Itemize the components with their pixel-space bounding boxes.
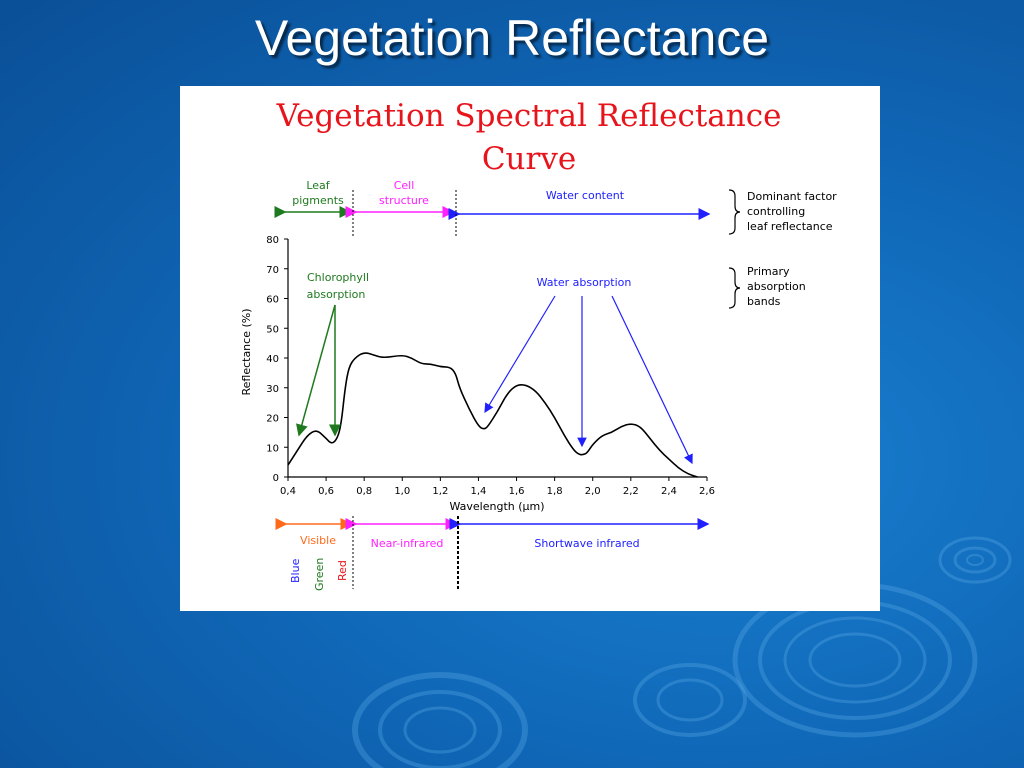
figure-title-line2: Curve [482,141,576,177]
x-axis-label: Wavelength (µm) [449,500,544,513]
note-absorption-3: bands [747,295,781,308]
note-dominant-2: controlling [747,205,805,218]
label-leaf-pigments-1: Leaf [306,179,330,192]
arrow-water-1 [484,295,556,414]
label-chlorophyll-2: absorption [307,288,366,301]
figure-title-line1: Vegetation Spectral Reflectance [276,98,782,134]
x-tick-label: 2,6 [699,486,715,497]
y-tick-label: 70 [266,265,279,276]
x-tick-label: 1,4 [471,486,487,497]
label-leaf-pigments-2: pigments [292,194,344,207]
note-absorption-1: Primary [747,265,790,278]
label-near-infrared: Near-infrared [371,537,444,550]
y-tick-label: 80 [266,235,279,246]
label-cell-structure-2: structure [379,194,429,207]
label-visible: Visible [300,534,336,547]
note-absorption-2: absorption [747,280,806,293]
x-tick-label: 2,2 [623,486,639,497]
y-tick-label: 0 [273,473,279,484]
note-dominant-1: Dominant factor [747,190,837,203]
y-tick-label: 20 [266,414,279,425]
y-tick-label: 40 [266,354,279,365]
note-dominant-3: leaf reflectance [747,220,833,233]
brace-dominant-factor [728,189,741,235]
label-cell-structure-1: Cell [394,179,415,192]
x-tick-label: 0,6 [318,486,334,497]
x-tick-label: 1,2 [432,486,448,497]
y-tick-label: 10 [266,443,279,454]
label-water-absorption: Water absorption [537,276,632,289]
x-tick-label: 1,0 [394,486,410,497]
x-tick-label: 2,0 [585,486,601,497]
x-tick-label: 0,4 [280,486,296,497]
x-tick-label: 2,4 [661,486,677,497]
arrow-water-3 [611,295,693,465]
brace-primary-absorption [728,267,741,309]
label-band-red: Red [336,560,349,581]
y-axis-label: Reflectance (%) [240,308,253,395]
label-band-blue: Blue [289,558,302,583]
x-tick-label: 1,8 [547,486,563,497]
reflectance-figure: Vegetation Spectral Reflectance Curve Le… [180,86,880,611]
x-tick-label: 0,8 [356,486,372,497]
reflectance-curve [287,352,698,478]
slide-title: Vegetation Reflectance [254,10,770,66]
arrow-chlorophyll-blue [296,304,336,437]
label-band-green: Green [313,558,326,591]
y-tick-label: 30 [266,384,279,395]
reflectance-chart: Vegetation Spectral Reflectance Curve Le… [240,98,837,591]
y-tick-label: 60 [266,295,279,306]
label-chlorophyll-1: Chlorophyll [307,271,369,284]
label-water-content: Water content [546,189,625,202]
y-tick-label: 50 [266,324,279,335]
label-shortwave-infrared: Shortwave infrared [534,537,639,550]
x-tick-label: 1,6 [509,486,525,497]
